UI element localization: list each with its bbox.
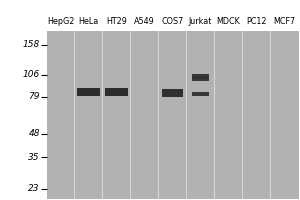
- Bar: [47, 31, 74, 199]
- Text: HT29: HT29: [106, 17, 127, 26]
- Text: 23: 23: [28, 184, 40, 193]
- Text: 35: 35: [28, 153, 40, 162]
- Bar: [103, 31, 130, 199]
- Bar: [187, 31, 214, 199]
- Bar: [131, 31, 158, 199]
- Bar: [192, 74, 209, 78]
- Bar: [162, 89, 183, 97]
- Text: 48: 48: [28, 129, 40, 138]
- Bar: [46, 31, 298, 199]
- Bar: [242, 31, 243, 199]
- Text: A549: A549: [134, 17, 155, 26]
- Bar: [105, 88, 128, 96]
- Text: MCF7: MCF7: [273, 17, 296, 26]
- Bar: [159, 31, 186, 199]
- Bar: [77, 88, 100, 96]
- Bar: [192, 77, 209, 81]
- Text: MDCK: MDCK: [217, 17, 240, 26]
- Text: COS7: COS7: [161, 17, 184, 26]
- Text: HepG2: HepG2: [47, 17, 74, 26]
- Text: 158: 158: [23, 40, 40, 49]
- Text: PC12: PC12: [246, 17, 267, 26]
- Text: Jurkat: Jurkat: [189, 17, 212, 26]
- Bar: [214, 31, 215, 199]
- Bar: [130, 31, 131, 199]
- Text: 106: 106: [23, 70, 40, 79]
- Text: 79: 79: [28, 92, 40, 101]
- Text: HeLa: HeLa: [78, 17, 99, 26]
- Bar: [186, 31, 187, 199]
- Bar: [74, 31, 75, 199]
- Bar: [158, 31, 159, 199]
- Bar: [271, 31, 298, 199]
- Bar: [75, 31, 102, 199]
- Bar: [270, 31, 271, 199]
- Bar: [102, 31, 103, 199]
- Bar: [243, 31, 270, 199]
- Bar: [215, 31, 242, 199]
- Bar: [191, 92, 209, 96]
